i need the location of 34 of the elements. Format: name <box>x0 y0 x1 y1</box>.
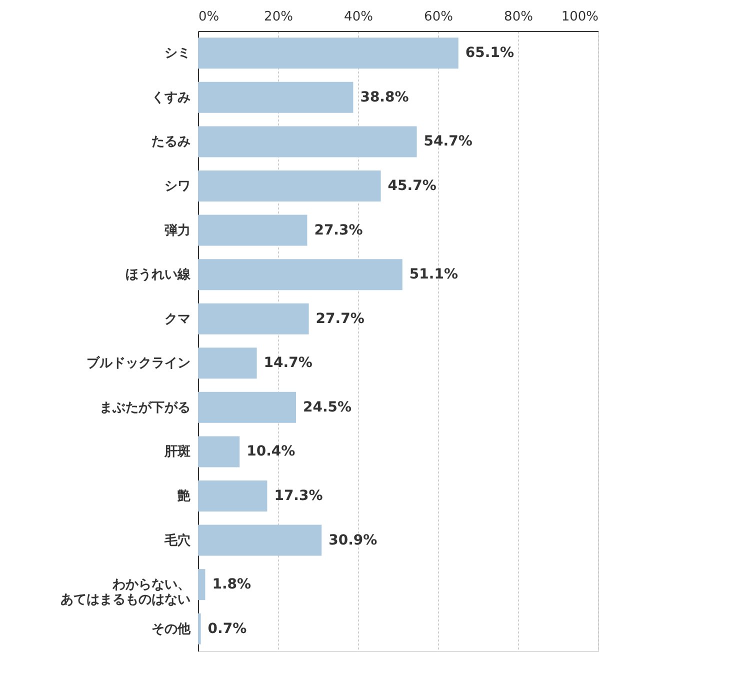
data-label: 1.8% <box>212 576 252 593</box>
y-tick-label: たるみ <box>152 134 190 150</box>
data-label: 0.7% <box>208 620 247 637</box>
y-tick-label: クマ <box>164 312 190 327</box>
y-tick-label: まぶたが下がる <box>100 400 190 416</box>
y-tick-label: シワ <box>164 179 190 194</box>
data-label: 27.3% <box>314 222 363 238</box>
data-label: 65.1% <box>465 45 514 62</box>
data-label: 17.3% <box>274 488 323 504</box>
y-tick-label: 肝斑 <box>164 444 190 460</box>
y-tick-label: ブルドックライン <box>86 355 190 372</box>
y-tick-label: シミ <box>164 46 190 62</box>
x-tick-label: 100% <box>561 10 598 24</box>
y-tick-label: その他 <box>152 622 192 637</box>
data-label: 14.7% <box>264 355 312 372</box>
x-tick-label: 40% <box>344 10 373 24</box>
data-label: 54.7% <box>424 134 472 150</box>
y-tick-label: 毛穴 <box>164 532 192 548</box>
data-label: 30.9% <box>328 532 378 548</box>
y-tick-label: 艶 <box>178 489 190 504</box>
y-tick-label: くすみ <box>152 90 190 106</box>
x-tick-label: 60% <box>424 10 453 24</box>
y-tick-label: ほうれい線 <box>126 268 192 283</box>
x-tick-label: 20% <box>264 10 293 24</box>
data-label: 51.1% <box>409 266 458 283</box>
x-tick-label: 0% <box>198 10 220 24</box>
data-label: 45.7% <box>388 178 436 194</box>
data-label: 24.5% <box>303 399 352 416</box>
y-tick-label: わからない、あてはまるものはない <box>60 578 190 608</box>
data-label: 27.7% <box>316 310 364 327</box>
x-tick-label: 80% <box>504 10 533 24</box>
y-tick-label: 弾力 <box>164 223 190 238</box>
data-label: 38.8% <box>360 89 409 106</box>
data-label: 10.4% <box>246 444 296 460</box>
